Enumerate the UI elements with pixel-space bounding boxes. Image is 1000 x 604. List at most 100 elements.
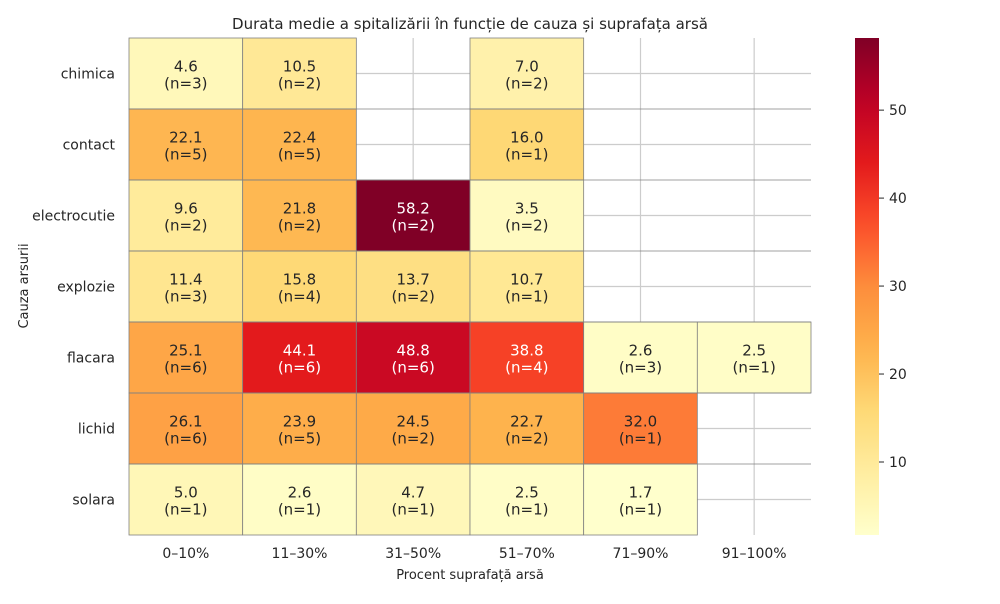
cell-count-label: (n=2) [278,75,321,93]
heatmap-cell [696,321,812,394]
cell-value-label: 48.8 [396,342,429,360]
y-tick-label: electrocutie [32,209,115,225]
cell-value-label: 21.8 [283,200,316,218]
cell-value-label: 13.7 [396,271,429,289]
cell-value-label: 22.4 [283,129,316,147]
cell-value-label: 10.7 [510,271,543,289]
cell-count-label: (n=6) [164,359,207,377]
cell-count-label: (n=2) [505,430,548,448]
colorbar-tick-label: 40 [889,191,907,207]
heatmap-cell [355,250,471,323]
colorbar-tick-label: 50 [889,103,907,119]
cell-count-label: (n=1) [164,501,207,519]
cell-value-label: 58.2 [396,200,429,218]
cell-count-label: (n=4) [505,359,548,377]
colorbar-tick-label: 30 [889,279,907,295]
y-tick-labels: chimica contact electrocutie explozie flacar… [32,67,115,509]
cell-value-label: 11.4 [169,271,202,289]
heatmap-cell [469,250,585,323]
heatmap-cell [469,37,585,110]
heatmap-cell [355,321,471,394]
cell-labels: 4.6(n=3)10.5(n=2)7.0(n=2)22.1(n=5)22.4(n… [164,58,776,519]
y-tick-label: lichid [78,422,115,438]
y-tick-label: solara [72,493,115,509]
x-tick-label: 91–100% [722,546,787,562]
cell-count-label: (n=2) [164,217,207,235]
heatmap-cell [242,108,357,181]
cell-value-label: 7.0 [515,58,539,76]
heatmap-cell [242,392,357,465]
x-tick-labels: 0–10% 11–30% 31–50% 51–70% 71–90% 91–100% [162,546,786,562]
y-axis-label: Cauza arsurii [17,243,32,328]
colorbar-tick-label: 10 [889,455,907,471]
cell-value-label: 38.8 [510,342,543,360]
y-tick-label: contact [63,138,116,154]
cell-count-label: (n=6) [278,359,321,377]
cell-count-label: (n=3) [619,359,662,377]
heatmap-cell [583,392,698,465]
cell-value-label: 4.7 [401,484,425,502]
cell-value-label: 10.5 [283,58,316,76]
cell-value-label: 32.0 [624,413,657,431]
cell-count-label: (n=1) [278,501,321,519]
cell-value-label: 3.5 [515,200,539,218]
x-tick-label: 11–30% [272,546,328,562]
cell-count-label: (n=1) [733,359,776,377]
cell-value-label: 44.1 [283,342,316,360]
heatmap-cell [128,179,244,252]
cell-count-label: (n=2) [392,430,435,448]
cell-value-label: 24.5 [396,413,429,431]
y-tick-label: explozie [57,280,115,296]
heatmap-cell [583,463,698,536]
cell-value-label: 2.5 [515,484,539,502]
cell-count-label: (n=2) [278,217,321,235]
chart-title: Durata medie a spitalizării în funcție d… [232,15,708,33]
heatmap-cell [355,179,471,252]
y-tick-label: flacara [67,351,115,367]
cell-count-label: (n=6) [164,430,207,448]
colorbar-gradient [855,38,879,535]
x-axis-label: Procent suprafață arsă [396,568,544,583]
cell-count-label: (n=5) [278,430,321,448]
cell-value-label: 5.0 [174,484,198,502]
cell-count-label: (n=1) [505,288,548,306]
heatmap-cell [469,179,585,252]
x-tick-label: 51–70% [499,546,555,562]
heatmap-cells [128,37,812,536]
cell-count-label: (n=1) [505,501,548,519]
cell-value-label: 26.1 [169,413,202,431]
heatmap-cell [128,463,244,536]
cell-value-label: 22.7 [510,413,543,431]
cell-value-label: 4.6 [174,58,198,76]
heatmap-cell [242,321,357,394]
cell-count-label: (n=5) [278,146,321,164]
cell-count-label: (n=1) [619,430,662,448]
cell-count-label: (n=3) [164,288,207,306]
cell-value-label: 16.0 [510,129,543,147]
cell-count-label: (n=2) [392,217,435,235]
cell-value-label: 2.6 [629,342,653,360]
cell-count-label: (n=1) [392,501,435,519]
x-tick-label: 0–10% [162,546,209,562]
heatmap-cell [469,321,585,394]
cell-count-label: (n=3) [164,75,207,93]
x-tick-label: 71–90% [613,546,669,562]
cell-count-label: (n=5) [164,146,207,164]
heatmap-cell [242,37,357,110]
cell-count-label: (n=1) [619,501,662,519]
cell-count-label: (n=2) [505,217,548,235]
heatmap-cell [469,392,585,465]
cell-count-label: (n=4) [278,288,321,306]
cell-count-label: (n=6) [392,359,435,377]
cell-value-label: 23.9 [283,413,316,431]
cell-value-label: 2.6 [288,484,312,502]
heatmap-cell [128,321,244,394]
cell-count-label: (n=1) [505,146,548,164]
cell-count-label: (n=2) [392,288,435,306]
heatmap-cell [128,37,244,110]
cell-count-label: (n=2) [505,75,548,93]
cell-value-label: 1.7 [629,484,653,502]
colorbar: 10 20 30 40 50 [855,38,907,535]
